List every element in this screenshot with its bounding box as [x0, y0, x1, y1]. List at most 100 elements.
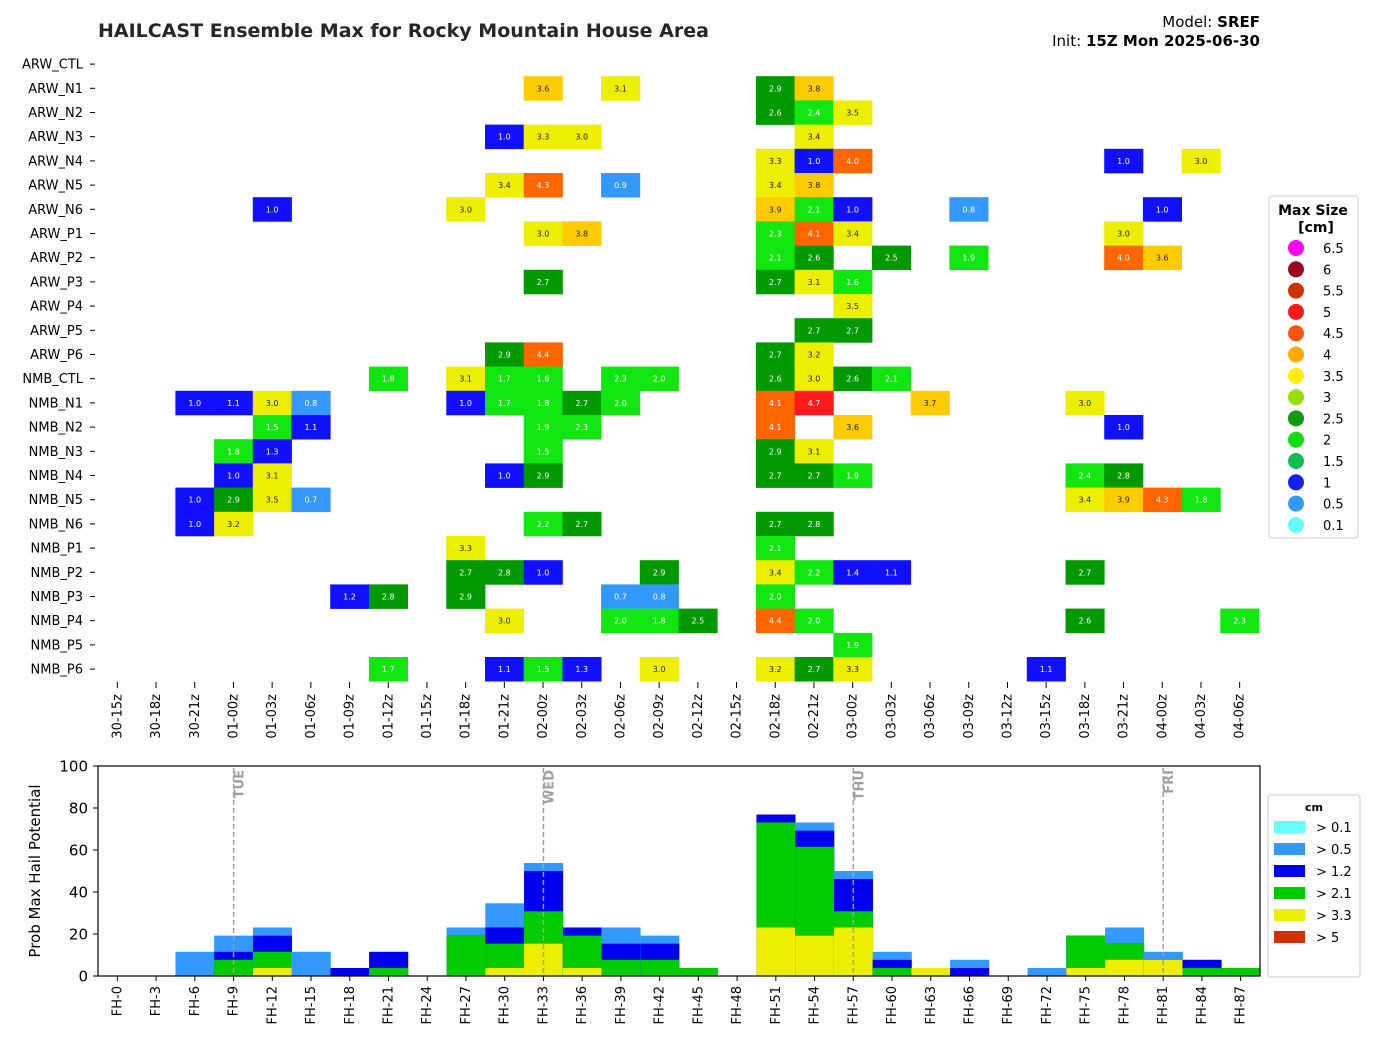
heatmap-cell — [601, 173, 641, 198]
fh-label: FH-30 — [498, 986, 513, 1025]
heatmap-cell — [794, 148, 834, 174]
legend-label: 0.1 — [1323, 519, 1344, 534]
fh-label: FH-24 — [420, 986, 435, 1025]
prob-bar — [175, 951, 215, 976]
heatmap-cell — [833, 632, 873, 658]
cell-value: 3.6 — [537, 84, 550, 93]
cell-value: 3.7 — [924, 399, 937, 408]
cell-value: 2.3 — [1233, 617, 1246, 626]
time-label: 02-09z — [652, 694, 667, 739]
prob-bar — [1143, 959, 1183, 976]
cell-value: 3.9 — [769, 205, 782, 214]
heatmap-cell — [755, 536, 795, 561]
time-label: 02-00z — [536, 694, 551, 739]
cell-value: 2.0 — [769, 593, 782, 602]
cell-value: 3.4 — [808, 133, 821, 142]
cell-value: 1.6 — [537, 375, 550, 384]
member-label: NMB_N6 — [29, 517, 83, 532]
cell-value: 2.9 — [537, 472, 550, 481]
heatmap-cell — [252, 390, 292, 416]
cell-value: 1.8 — [653, 617, 666, 626]
cell-value: 1.7 — [498, 399, 511, 408]
heatmap-cell — [1065, 390, 1105, 416]
heatmap-cell — [446, 536, 486, 561]
fh-label: FH-27 — [459, 986, 474, 1025]
heatmap-cell — [485, 366, 525, 392]
time-label: 01-15z — [420, 694, 435, 739]
heatmap-cell — [794, 608, 834, 634]
member-label: ARW_P6 — [30, 348, 83, 363]
cell-value: 3.8 — [575, 230, 588, 239]
cell-value: 2.7 — [769, 472, 782, 481]
y-axis-label: Prob Max Hail Potential — [26, 784, 44, 957]
heatmap-cell — [1142, 487, 1182, 513]
prob-legend-swatch — [1274, 821, 1305, 833]
cell-value: 2.7 — [808, 665, 821, 674]
cell-value: 2.1 — [769, 254, 782, 263]
plot-frame — [97, 765, 1261, 977]
heatmap-cell — [1065, 608, 1105, 634]
heatmap-cell — [1220, 608, 1260, 634]
cell-value: 3.8 — [808, 181, 821, 190]
fh-label: FH-63 — [924, 986, 939, 1025]
cell-value: 1.9 — [962, 254, 975, 263]
fh-label: FH-84 — [1195, 986, 1210, 1025]
heatmap-cell — [755, 342, 795, 367]
member-label: ARW_CTL — [22, 58, 84, 73]
cell-value: 2.7 — [808, 472, 821, 481]
heatmap-cell — [794, 76, 834, 101]
heatmap-cell — [755, 511, 795, 537]
heatmap-cell — [833, 463, 873, 488]
heatmap-cell — [330, 584, 370, 609]
model-label: Model: — [1162, 13, 1213, 31]
member-label: ARW_P4 — [30, 300, 83, 315]
time-label: 03-09z — [962, 694, 977, 739]
heatmap-cell — [368, 584, 408, 609]
cell-value: 4.3 — [1156, 496, 1169, 505]
heatmap-cell — [794, 390, 834, 416]
heatmap-cell — [872, 245, 912, 271]
heatmap-cell — [1104, 415, 1144, 440]
heatmap-cell — [1181, 487, 1221, 513]
heatmap-cell — [252, 463, 292, 488]
cell-value: 1.9 — [537, 423, 550, 432]
cell-value: 2.1 — [808, 205, 821, 214]
day-label: THU — [852, 770, 867, 800]
heatmap-cell — [1104, 148, 1144, 174]
heatmap-cell — [833, 100, 873, 125]
cell-value: 3.3 — [459, 544, 472, 553]
cell-value: 2.7 — [575, 399, 588, 408]
prob-legend-label: > 3.3 — [1316, 909, 1352, 924]
prob-legend-label: > 0.1 — [1316, 821, 1352, 836]
member-label: NMB_P6 — [31, 663, 83, 678]
heatmap-cell — [678, 608, 718, 634]
cell-value: 2.5 — [885, 254, 898, 263]
heatmap-cell — [601, 584, 641, 609]
heatmap-cell — [252, 487, 292, 513]
cell-value: 3.4 — [846, 230, 859, 239]
cell-value: 2.8 — [808, 520, 821, 529]
cell-value: 3.4 — [498, 181, 511, 190]
heatmap-panel: ARW_CTL ARW_N1 3.6 3.1 2.9 3.8 ARW_N2 2.6 2.4 3.5… — [22, 58, 1260, 739]
cell-value: 3.4 — [769, 181, 782, 190]
cell-value: 2.2 — [808, 568, 821, 577]
heatmap-cell — [523, 390, 563, 416]
legend-swatch — [1288, 367, 1304, 384]
cell-value: 1.1 — [498, 665, 511, 674]
cell-value: 3.0 — [498, 617, 511, 626]
legend-swatch — [1288, 410, 1304, 427]
heatmap-cell — [523, 463, 563, 488]
heatmap-cell — [755, 197, 795, 222]
heatmap-cell — [601, 390, 641, 416]
heatmap-cell — [755, 560, 795, 585]
cell-value: 3.5 — [266, 496, 279, 505]
cell-value: 3.5 — [846, 109, 859, 118]
cell-value: 2.6 — [1078, 617, 1091, 626]
heatmap-cell — [601, 76, 641, 101]
day-label: FRI — [1162, 770, 1177, 794]
prob-bar — [872, 968, 912, 976]
cell-value: 3.3 — [537, 133, 550, 142]
cell-value: 1.0 — [498, 472, 511, 481]
heatmap-cell — [485, 463, 525, 488]
heatmap-cell — [794, 511, 834, 537]
